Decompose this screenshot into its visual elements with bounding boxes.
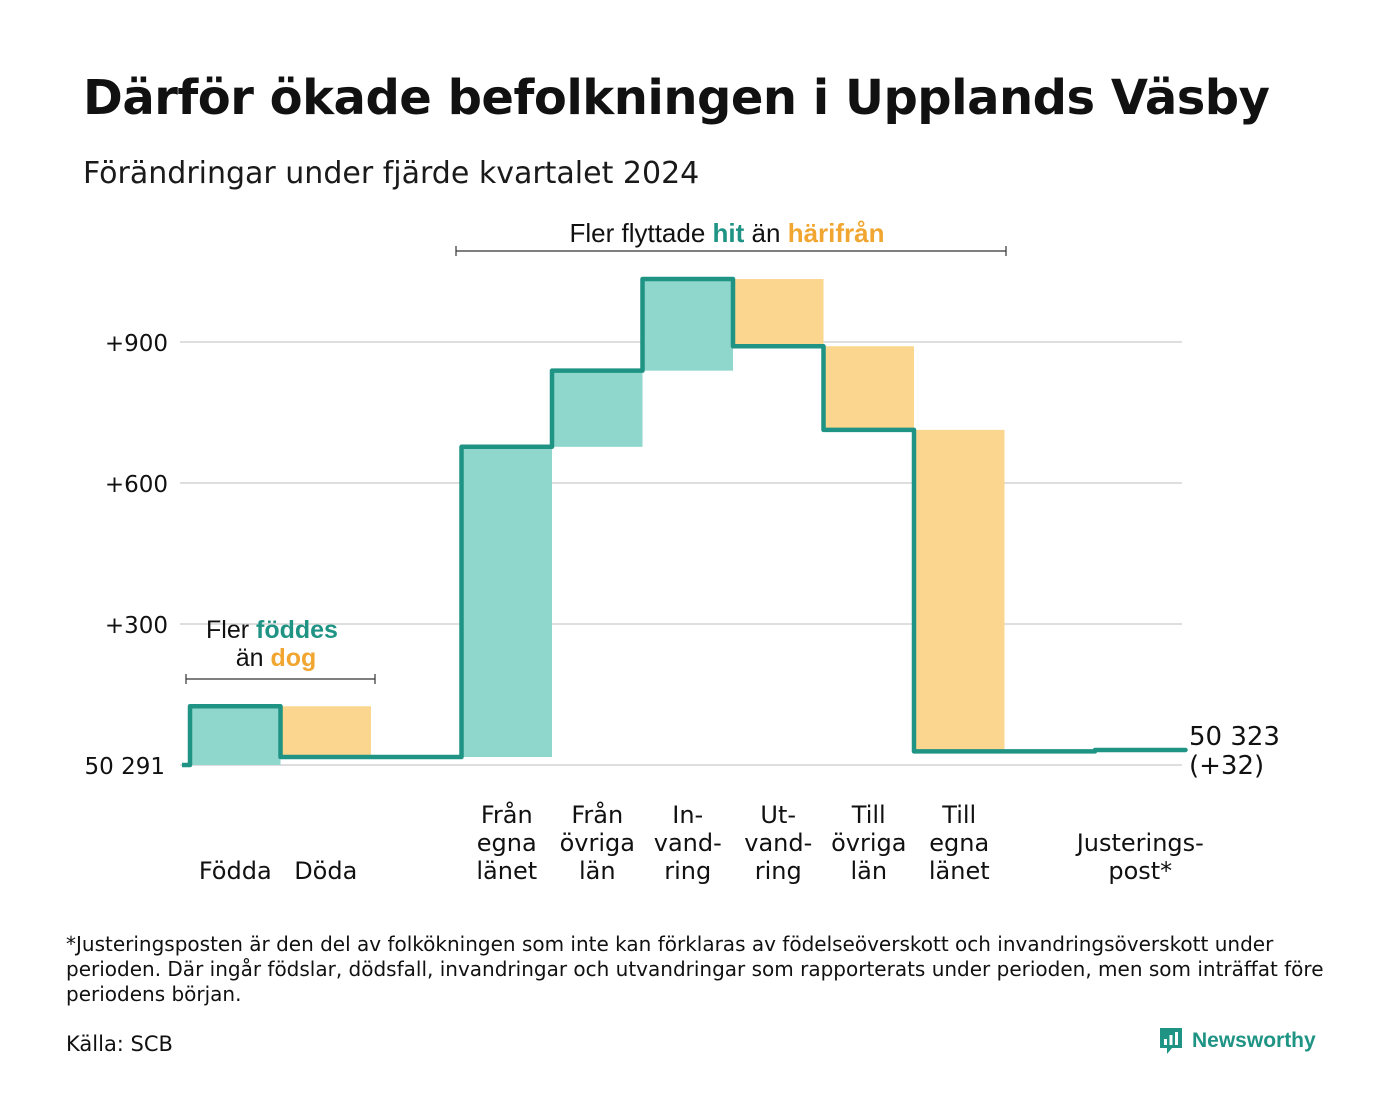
- source-label: Källa: SCB: [66, 1032, 173, 1056]
- births-annotation: Fler föddes än dog: [185, 616, 376, 684]
- chart-subtitle: Förändringar under fjärde kvartalet 2024: [83, 156, 700, 191]
- x-label-0: Födda: [199, 857, 272, 885]
- x-label-7: Till övriga län: [831, 801, 906, 885]
- end-change-label: (+32): [1189, 751, 1264, 781]
- births-annotation-top-a: Fler: [206, 616, 256, 644]
- x-label-line: ring: [755, 857, 802, 885]
- births-annotation-top: Fler föddes: [206, 616, 338, 644]
- migration-annotation-a: Fler flyttade: [569, 218, 712, 248]
- step-line: [182, 276, 1188, 768]
- births-annotation-bottom-a: än: [236, 644, 271, 672]
- x-label-line: länet: [929, 857, 990, 885]
- y-baseline-label: 50 291: [85, 754, 165, 780]
- x-label-line: Från: [481, 800, 533, 829]
- migration-annotation-b: hit: [713, 218, 745, 248]
- x-label-4: Från övriga län: [560, 800, 635, 885]
- births-bracket: [185, 674, 376, 684]
- x-label-line: ring: [664, 857, 711, 885]
- brand: Newsworthy: [1158, 1026, 1316, 1056]
- bars: [190, 279, 1005, 765]
- births-annotation-bottom: än dog: [236, 644, 317, 672]
- x-label-10: Justerings-post*: [1075, 829, 1204, 885]
- y-tick-label: +300: [105, 613, 168, 639]
- bar-5: [642, 279, 733, 371]
- y-axis: +300 +600 +900 50 291: [85, 331, 168, 780]
- migration-annotation-d: härifrån: [788, 218, 885, 248]
- y-tick-label: +900: [105, 331, 168, 357]
- x-label-line: Födda: [199, 857, 272, 885]
- x-label-line: Döda: [294, 857, 357, 885]
- cumulative-step-line: [182, 276, 1188, 768]
- x-label-line: Ut-: [760, 801, 796, 829]
- migration-annotation-text: Fler flyttade hit än härifrån: [569, 218, 884, 248]
- bar-3: [461, 446, 552, 758]
- gridlines: [180, 341, 1182, 766]
- x-label-1: Döda: [294, 857, 357, 885]
- bar-0: [190, 706, 281, 765]
- births-annotation-bottom-b: dog: [270, 644, 316, 672]
- x-label-line: länet: [476, 857, 537, 885]
- bar-8: [914, 429, 1005, 752]
- newsworthy-logo-icon: [1160, 1028, 1182, 1054]
- migration-bracket: [455, 246, 1007, 256]
- x-label-line: Från: [571, 800, 623, 829]
- x-label-line: Till: [941, 801, 976, 829]
- bar-4: [552, 370, 643, 447]
- x-label-8: Till egna länet: [929, 801, 990, 885]
- y-tick-label: +600: [105, 472, 168, 498]
- x-label-line: egna: [929, 829, 989, 857]
- x-label-3: Från egna länet: [476, 800, 537, 885]
- x-label-line: län: [850, 857, 887, 885]
- migration-annotation: Fler flyttade hit än härifrån: [455, 218, 1007, 256]
- end-label: 50 323 (+32): [1189, 722, 1280, 781]
- x-label-6: Ut-vand-ring: [744, 801, 812, 885]
- footnote: *Justeringsposten är den del av folkökni…: [66, 932, 1324, 1006]
- x-label-line: vand-: [654, 829, 722, 857]
- bar-6: [733, 279, 824, 347]
- x-label-line: post*: [1108, 857, 1172, 885]
- x-label-line: Justerings-: [1075, 829, 1204, 857]
- bar-1: [280, 706, 371, 758]
- births-annotation-top-b: föddes: [256, 616, 338, 644]
- bar-7: [823, 346, 914, 430]
- brand-name: Newsworthy: [1192, 1029, 1316, 1052]
- x-label-line: län: [579, 857, 616, 885]
- chart-title: Därför ökade befolkningen i Upplands Väs…: [83, 70, 1270, 126]
- x-label-line: egna: [477, 829, 537, 857]
- migration-annotation-c: än: [744, 218, 787, 248]
- x-label-5: In-vand-ring: [654, 801, 722, 885]
- x-label-line: Till: [851, 801, 886, 829]
- x-label-line: övriga: [560, 829, 635, 857]
- x-label-line: In-: [672, 801, 703, 829]
- end-total-label: 50 323: [1189, 722, 1280, 752]
- x-label-line: övriga: [831, 829, 906, 857]
- x-label-line: vand-: [744, 829, 812, 857]
